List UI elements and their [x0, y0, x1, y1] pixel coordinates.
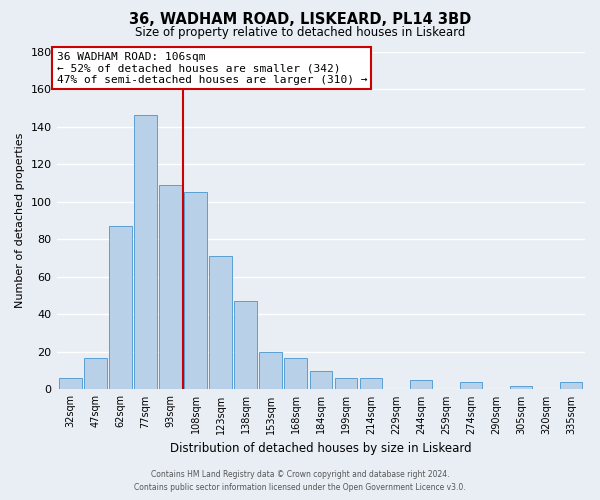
Y-axis label: Number of detached properties: Number of detached properties [15, 133, 25, 308]
Bar [560, 382, 583, 390]
Text: Size of property relative to detached houses in Liskeard: Size of property relative to detached ho… [135, 26, 465, 39]
Bar [59, 378, 82, 390]
Bar [460, 382, 482, 390]
Bar [84, 358, 107, 390]
Text: 36, WADHAM ROAD, LISKEARD, PL14 3BD: 36, WADHAM ROAD, LISKEARD, PL14 3BD [129, 12, 471, 28]
Text: Contains HM Land Registry data © Crown copyright and database right 2024.
Contai: Contains HM Land Registry data © Crown c… [134, 470, 466, 492]
Bar [284, 358, 307, 390]
Bar [510, 386, 532, 390]
Bar [134, 116, 157, 390]
Bar [310, 370, 332, 390]
Bar [235, 301, 257, 390]
Bar [410, 380, 432, 390]
Bar [335, 378, 357, 390]
Bar [184, 192, 207, 390]
Bar [359, 378, 382, 390]
Bar [209, 256, 232, 390]
Bar [259, 352, 282, 390]
X-axis label: Distribution of detached houses by size in Liskeard: Distribution of detached houses by size … [170, 442, 472, 455]
Text: 36 WADHAM ROAD: 106sqm
← 52% of detached houses are smaller (342)
47% of semi-de: 36 WADHAM ROAD: 106sqm ← 52% of detached… [56, 52, 367, 84]
Bar [159, 185, 182, 390]
Bar [109, 226, 131, 390]
